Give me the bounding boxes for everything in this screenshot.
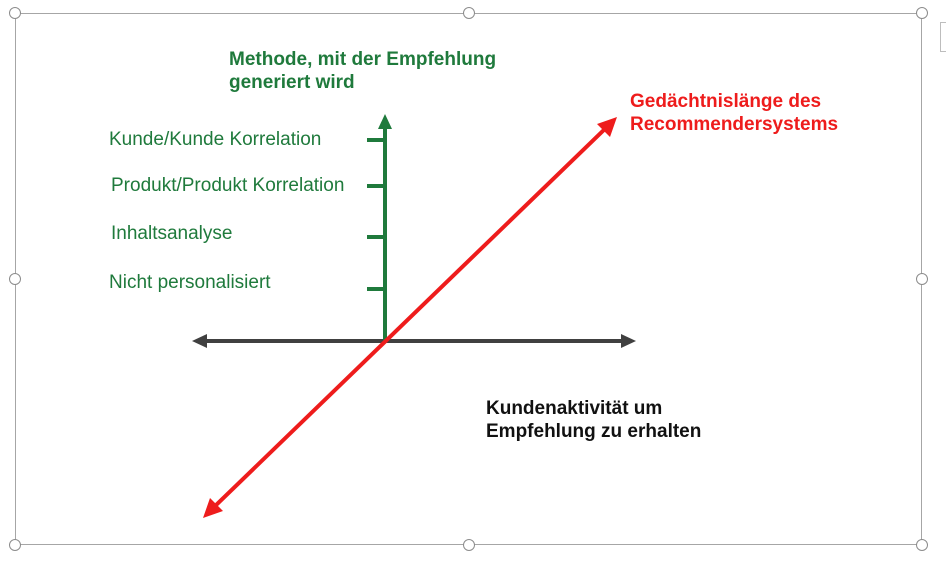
y-axis-title-line2: generiert wird	[229, 71, 496, 94]
y-level-label-3: Inhaltsanalyse	[111, 223, 232, 245]
y-level-label-2: Produkt/Produkt Korrelation	[111, 175, 344, 197]
z-axis-title: Gedächtnislänge des Recommendersystems	[630, 90, 838, 136]
z-axis-title-line2: Recommendersystems	[630, 113, 838, 136]
y-level-label-4: Nicht personalisiert	[109, 272, 271, 294]
y-axis-title-line1: Methode, mit der Empfehlung	[229, 48, 496, 71]
y-axis	[367, 114, 392, 341]
x-axis	[192, 334, 636, 348]
z-axis-title-line1: Gedächtnislänge des	[630, 90, 838, 113]
x-axis-title-line2: Empfehlung zu erhalten	[486, 420, 701, 443]
y-level-label-1: Kunde/Kunde Korrelation	[109, 129, 321, 151]
y-axis-title: Methode, mit der Empfehlung generiert wi…	[229, 48, 496, 94]
x-axis-title-line1: Kundenaktivität um	[486, 397, 701, 420]
x-axis-title: Kundenaktivität um Empfehlung zu erhalte…	[486, 397, 701, 443]
